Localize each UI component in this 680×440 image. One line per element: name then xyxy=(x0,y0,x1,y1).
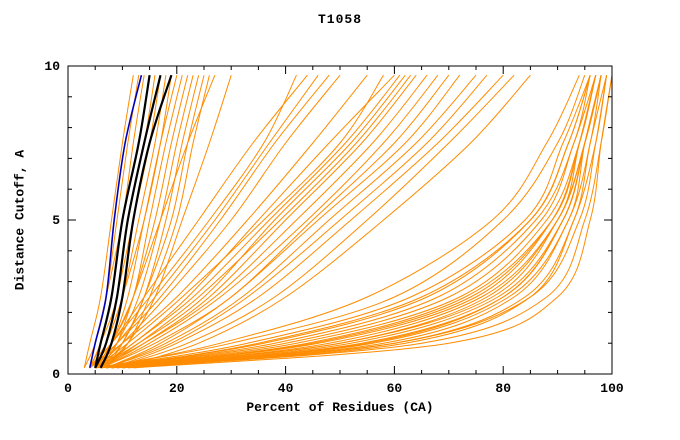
tick-labels: 0 20 40 60 80 100 0 5 10 xyxy=(44,59,624,396)
model-curve xyxy=(105,74,461,369)
model-curve xyxy=(100,74,401,369)
model-curve xyxy=(100,74,580,369)
model-curve xyxy=(100,74,439,369)
model-curve xyxy=(89,74,368,369)
model-curves-black xyxy=(94,74,173,369)
model-curve xyxy=(95,75,591,369)
model-curve xyxy=(111,75,602,369)
y-tick-label: 0 xyxy=(52,367,60,382)
model-curve xyxy=(106,75,597,369)
model-curve xyxy=(83,75,134,368)
model-curve xyxy=(116,74,531,369)
x-tick-label: 40 xyxy=(278,381,294,396)
model-curve xyxy=(106,75,597,369)
x-tick-label: 100 xyxy=(600,381,624,396)
x-tick-label: 80 xyxy=(495,381,511,396)
model-curve xyxy=(105,74,477,369)
model-curve xyxy=(100,74,412,369)
model-curve xyxy=(111,75,608,369)
chart-title: T1058 xyxy=(317,12,362,27)
model-curve xyxy=(100,74,450,369)
model-curve xyxy=(111,75,602,369)
model-curves-orange xyxy=(83,74,612,369)
model-curve xyxy=(111,74,504,369)
model-curve xyxy=(95,75,591,369)
model-curve xyxy=(105,74,488,369)
model-curve xyxy=(95,75,591,369)
model-curve xyxy=(94,74,384,369)
model-curve xyxy=(94,74,162,369)
x-tick-label: 20 xyxy=(169,381,185,396)
model-curve xyxy=(95,75,586,369)
model-curve xyxy=(106,75,602,369)
x-tick-label: 60 xyxy=(387,381,403,396)
y-tick-label: 5 xyxy=(52,213,60,228)
model-curve xyxy=(111,75,602,369)
model-curve xyxy=(94,74,319,369)
x-axis-label: Percent of Residues (CA) xyxy=(246,400,434,415)
model-curve-blue xyxy=(88,75,143,369)
model-curve xyxy=(122,75,612,369)
model-curve xyxy=(111,74,515,369)
model-curve xyxy=(99,74,173,369)
model-curve xyxy=(94,75,151,369)
model-curve xyxy=(133,75,612,369)
model-curve xyxy=(122,75,608,369)
model-curve xyxy=(100,75,597,369)
model-curve xyxy=(94,74,428,369)
y-tick-label: 10 xyxy=(44,59,60,74)
axis-ticks xyxy=(67,65,613,375)
model-curve xyxy=(88,75,143,369)
x-tick-label: 0 xyxy=(64,381,72,396)
